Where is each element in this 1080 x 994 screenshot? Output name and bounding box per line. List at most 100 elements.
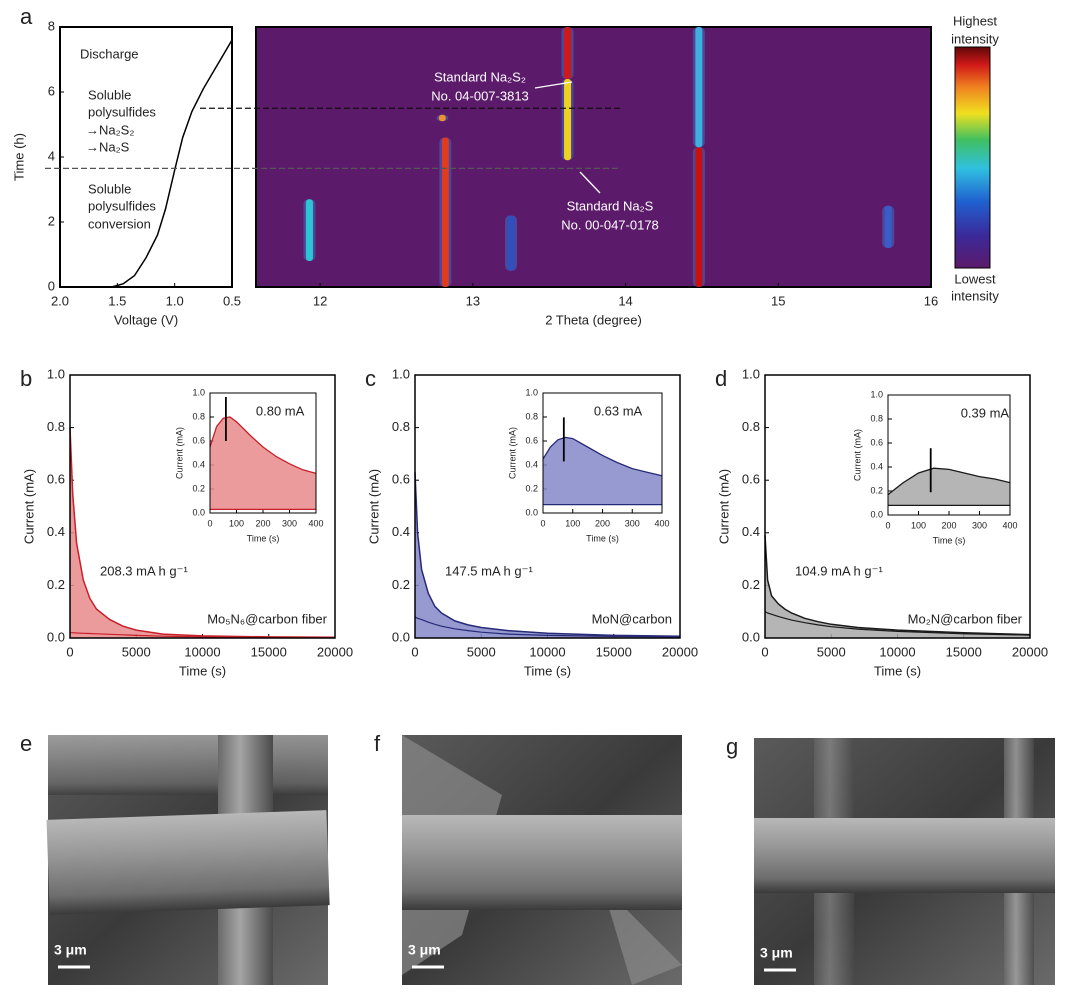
callout-text: Standard Na₂S₂ [434, 69, 526, 84]
y-tick-label: 0.0 [192, 507, 205, 517]
scale-bar-label: 3 μm [408, 942, 441, 958]
legend-label: MoN@carbon [592, 611, 672, 626]
y-tick-label: 1.0 [742, 366, 760, 381]
peak-streak [695, 147, 703, 287]
x-axis-label: 2 Theta (degree) [545, 312, 642, 327]
peak-streak [564, 27, 572, 79]
callout-pointer [534, 81, 573, 89]
x-tick-label: 5000 [122, 644, 151, 659]
plot-frame [59, 26, 233, 288]
y-tick-label: 1.0 [392, 366, 410, 381]
peak-label: 0.39 mA [961, 406, 1010, 421]
x-tick-label: 10000 [529, 644, 565, 659]
inset-frame [209, 392, 317, 514]
inset-area [888, 468, 1010, 506]
x-axis-label: Voltage (V) [114, 312, 178, 327]
x-tick-label: 15000 [596, 644, 632, 659]
y-axis-label: Current (mA) [852, 429, 862, 481]
x-tick-label: 300 [972, 520, 987, 530]
plot-frame [414, 374, 681, 639]
y-tick-label: 8 [48, 18, 55, 33]
x-tick-label: 20000 [1012, 644, 1048, 659]
scale-bar-label: 3 μm [760, 945, 793, 961]
peak-streak [441, 137, 449, 287]
inset-curve [209, 416, 317, 475]
x-tick-label: 15000 [251, 644, 287, 659]
colorbar-label: intensity [951, 31, 999, 46]
x-tick-label: 13 [466, 293, 480, 308]
peak-streak [507, 215, 515, 271]
scale-bar-label: 3 μm [54, 942, 87, 958]
colorbar [954, 46, 991, 269]
y-tick-label: 0.8 [525, 411, 538, 421]
y-tick-label: 0.0 [525, 507, 538, 517]
x-tick-label: 400 [1002, 520, 1017, 530]
inset-curve [542, 436, 663, 477]
x-tick-label: 300 [625, 518, 640, 528]
y-tick-label: 0.4 [192, 459, 205, 469]
y-tick-label: 0.8 [870, 413, 883, 423]
annotation: Soluble [88, 87, 131, 102]
fiber [402, 815, 682, 910]
x-tick-label: 0 [411, 644, 418, 659]
y-tick-label: 0.0 [742, 629, 760, 644]
peak-streak [564, 79, 572, 161]
y-tick-label: 1.0 [47, 366, 65, 381]
x-tick-label: 10000 [184, 644, 220, 659]
y-tick-label: 2 [48, 213, 55, 228]
y-tick-label: 0.2 [192, 483, 205, 493]
x-tick-label: 100 [229, 518, 244, 528]
y-tick-label: 0 [48, 278, 55, 293]
x-tick-label: 1.5 [108, 293, 126, 308]
x-axis-label: Time (s) [874, 663, 921, 678]
callout-pointer [579, 171, 601, 194]
x-tick-label: 400 [308, 518, 323, 528]
x-tick-label: 10000 [879, 644, 915, 659]
y-tick-label: 1.0 [870, 389, 883, 399]
x-axis-label: Time (s) [179, 663, 226, 678]
y-axis-label: Time (h) [11, 133, 26, 181]
baseline-curve [764, 611, 1031, 636]
y-tick-label: 0.8 [192, 411, 205, 421]
y-tick-label: 0.6 [47, 472, 65, 487]
y-tick-label: 0.2 [870, 485, 883, 495]
x-tick-label: 400 [654, 518, 669, 528]
x-axis-label: Time (s) [524, 663, 571, 678]
annotation: Soluble [88, 181, 131, 196]
y-tick-label: 0.0 [870, 509, 883, 519]
peak-streak [695, 27, 703, 148]
baseline-curve [70, 632, 336, 639]
x-tick-label: 0 [761, 644, 768, 659]
y-tick-label: 0.2 [47, 577, 65, 592]
x-tick-label: 200 [255, 518, 270, 528]
y-tick-label: 0.6 [192, 435, 205, 445]
peak-label: 0.63 mA [594, 404, 643, 419]
x-tick-label: 5000 [467, 644, 496, 659]
y-tick-label: 0.4 [870, 461, 883, 471]
legend-label: Mo₂N@carbon fiber [908, 611, 1023, 626]
annotation: Discharge [80, 46, 139, 61]
capacity-label: 147.5 mA h g⁻¹ [445, 564, 533, 579]
y-tick-label: 0.2 [742, 577, 760, 592]
callout-text: Standard Na₂S [567, 198, 654, 213]
current-curve [69, 427, 336, 638]
annotation: polysulfides [88, 104, 156, 119]
current-curve [414, 472, 681, 637]
x-tick-label: 0 [540, 518, 545, 528]
y-axis-label: Current (mA) [174, 427, 184, 479]
y-axis-label: Current (mA) [366, 469, 381, 544]
x-tick-label: 16 [924, 293, 938, 308]
x-axis-label: Time (s) [933, 535, 966, 545]
peak-streak [438, 114, 446, 122]
x-tick-label: 100 [911, 520, 926, 530]
baseline-curve [414, 616, 681, 638]
x-tick-label: 14 [618, 293, 632, 308]
annotation: conversion [88, 216, 151, 231]
panel-label: a [20, 4, 33, 29]
area-fill [765, 535, 1030, 638]
x-tick-label: 0.5 [223, 293, 241, 308]
y-tick-label: 0.6 [392, 472, 410, 487]
callout-text: No. 00-047-0178 [561, 217, 659, 232]
y-tick-label: 0.4 [525, 459, 538, 469]
